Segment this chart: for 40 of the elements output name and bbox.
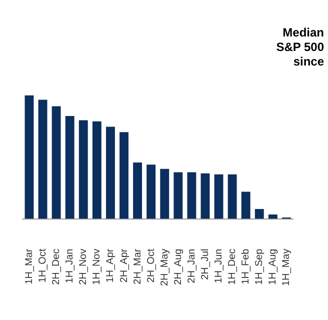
- x-tick-label: 1H_May: [281, 248, 292, 286]
- bar: [146, 164, 156, 219]
- x-tick-label: 2H_Apr: [118, 248, 130, 283]
- x-tick-label: 1H_Oct: [38, 248, 49, 283]
- bar: [228, 174, 237, 219]
- bar: [174, 172, 183, 219]
- x-tick-label: 1H_Nov: [92, 248, 103, 285]
- bar: [241, 192, 250, 219]
- bar: [268, 214, 278, 219]
- bar: [120, 132, 128, 219]
- x-tick-label: 2H_Jan: [186, 248, 198, 284]
- bar: [133, 162, 142, 219]
- bar: [160, 168, 170, 219]
- x-tick-label: 2H_Dec: [51, 248, 62, 285]
- bar: [187, 172, 196, 219]
- x-tick-label: 2H_May: [159, 248, 170, 286]
- x-tick-label: 1H_Aug: [268, 248, 279, 285]
- bar: [52, 106, 61, 219]
- bar: [106, 126, 115, 219]
- chart-title: Median S&P 500 since: [276, 26, 324, 68]
- bar: [200, 173, 210, 219]
- x-tick-label: 1H_Dec: [227, 248, 238, 285]
- x-tick-label: 2H_Oct: [146, 248, 157, 283]
- x-tick-label: 2H_Mar: [132, 248, 144, 284]
- bar: [254, 209, 264, 219]
- x-tick-label: 1H_Sep: [254, 248, 266, 285]
- bar: [78, 120, 88, 219]
- bar: [65, 116, 74, 219]
- x-tick-label: 2H_Nov: [78, 248, 90, 285]
- x-tick-label: 1H_Apr: [105, 248, 116, 283]
- x-tick-label: 1H_Jun: [214, 248, 225, 284]
- x-tick-label: 2H_Jul: [200, 248, 211, 280]
- bar: [24, 95, 34, 219]
- x-tick-label: 1H_Feb: [240, 248, 252, 284]
- x-tick-label: 1H_Mar: [24, 248, 35, 284]
- bar: [38, 100, 48, 219]
- bar: [92, 121, 102, 219]
- bar: [214, 174, 224, 219]
- x-tick-label: 2H_Aug: [172, 248, 184, 285]
- x-tick-label: 1H_Jan: [64, 248, 76, 284]
